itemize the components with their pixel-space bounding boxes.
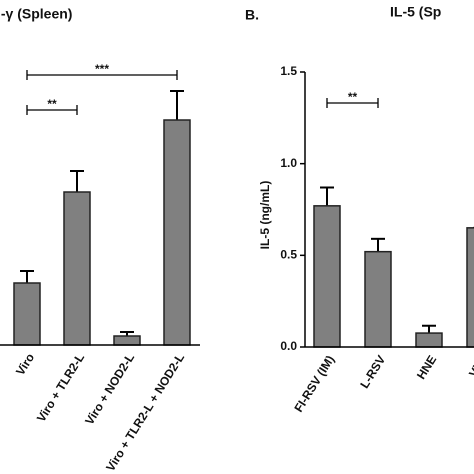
panel-label: B. bbox=[245, 7, 259, 23]
significance-label: ** bbox=[348, 90, 358, 104]
bar bbox=[415, 332, 443, 348]
bar bbox=[466, 227, 474, 348]
chart-title: IL-5 (Sp bbox=[390, 4, 441, 20]
significance-label: ** bbox=[47, 97, 57, 111]
y-tick-label: 1.0 bbox=[280, 156, 297, 170]
bar bbox=[63, 191, 91, 346]
y-axis-label: IL-5 (ng/mL) bbox=[258, 181, 272, 250]
chart-title: I-γ (Spleen) bbox=[0, 6, 72, 22]
x-tick-label: Viro bbox=[466, 353, 474, 380]
x-tick-label: FI-RSV (IM) bbox=[291, 353, 337, 415]
bar bbox=[313, 205, 341, 348]
y-tick-label: 0.0 bbox=[280, 339, 297, 353]
x-tick-label: Viro + NOD2-L bbox=[82, 351, 137, 428]
y-tick-label: 0.5 bbox=[280, 248, 297, 262]
x-tick-label: Viro bbox=[13, 351, 37, 378]
bar bbox=[13, 282, 41, 346]
x-tick-label: Viro + TLR2-L bbox=[34, 351, 87, 425]
significance-label: *** bbox=[95, 62, 109, 76]
x-tick-label: L-RSV bbox=[357, 353, 388, 391]
y-tick-label: 1.5 bbox=[280, 64, 297, 78]
bar bbox=[364, 250, 392, 348]
bar bbox=[113, 335, 141, 346]
bar bbox=[163, 119, 191, 346]
x-tick-label: HNE bbox=[414, 353, 439, 382]
